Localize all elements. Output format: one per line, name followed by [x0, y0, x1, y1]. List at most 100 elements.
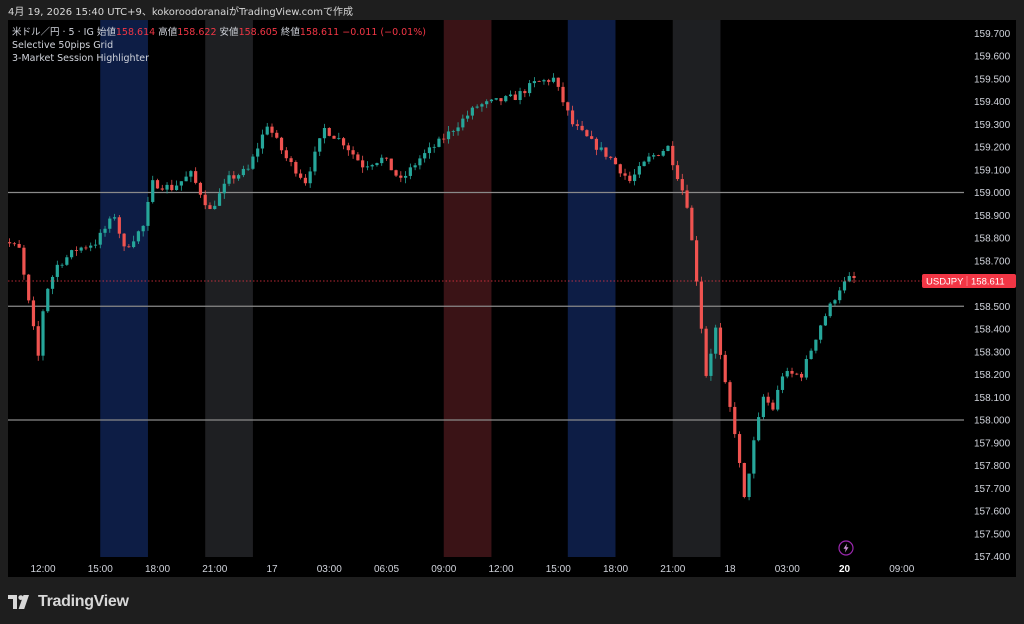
- candlestick-series: [0, 73, 856, 501]
- candle: [184, 171, 188, 182]
- candle: [117, 215, 121, 239]
- candle: [656, 154, 661, 157]
- candle: [174, 180, 179, 191]
- candle: [418, 155, 422, 170]
- candle: [384, 157, 389, 161]
- candle: [361, 155, 365, 173]
- candle: [566, 101, 570, 116]
- session-highlights: [100, 20, 721, 557]
- candle: [222, 178, 226, 199]
- symbol-description[interactable]: 米ドル／円 · 5 · IG: [12, 27, 94, 38]
- candle: [93, 239, 98, 249]
- y-tick-label: 157.600: [974, 507, 1011, 518]
- candle: [699, 276, 703, 334]
- candle: [132, 235, 136, 249]
- candle: [613, 156, 618, 165]
- candle: [208, 202, 212, 210]
- candle: [723, 350, 727, 384]
- candle: [103, 225, 107, 237]
- candle: [399, 171, 403, 183]
- x-tick-label: 17: [266, 564, 278, 575]
- x-tick-label: 21:00: [660, 564, 685, 575]
- candle: [284, 147, 288, 162]
- candle: [528, 79, 532, 97]
- candle: [146, 196, 150, 231]
- candle: [194, 167, 198, 185]
- x-tick-label: 03:00: [317, 564, 342, 575]
- candle: [74, 246, 78, 256]
- candle: [690, 205, 694, 241]
- candle: [819, 324, 823, 344]
- candle: [675, 160, 680, 181]
- candle: [547, 78, 551, 86]
- candle: [165, 182, 169, 194]
- x-tick-label: 18:00: [145, 564, 170, 575]
- chart-legend: 米ドル／円 · 5 · IG 始値158.614 高値158.622 安値158…: [12, 26, 426, 65]
- candle: [709, 348, 713, 381]
- candle: [556, 77, 560, 91]
- candle: [36, 321, 40, 361]
- replay-lightning-icon[interactable]: [838, 540, 854, 556]
- candle: [446, 126, 451, 144]
- candle: [60, 263, 64, 269]
- candle: [761, 394, 765, 420]
- candle: [112, 213, 117, 221]
- x-tick-label: 15:00: [88, 564, 113, 575]
- candle: [814, 339, 818, 354]
- candle: [771, 399, 775, 411]
- candle: [22, 245, 26, 280]
- candle: [27, 273, 31, 304]
- y-tick-label: 159.000: [974, 188, 1011, 199]
- candle: [327, 127, 331, 137]
- candle: [375, 162, 379, 167]
- candle: [84, 245, 88, 251]
- candle: [852, 271, 856, 284]
- candle: [714, 324, 718, 359]
- chart-header: 4月 19, 2026 15:40 UTC+9、kokoroodoranaiがT…: [8, 7, 354, 18]
- candle: [394, 169, 398, 177]
- candle: [518, 87, 522, 105]
- candle: [838, 286, 842, 304]
- candle: [575, 119, 579, 131]
- candle: [170, 179, 174, 192]
- candle: [652, 152, 656, 160]
- candle: [17, 240, 21, 249]
- x-tick-label: 09:00: [889, 564, 914, 575]
- candle: [647, 152, 651, 165]
- price-tag-box: [922, 273, 1016, 288]
- y-tick-label: 158.400: [974, 325, 1011, 336]
- candle: [427, 142, 432, 159]
- candle: [823, 313, 828, 327]
- time-axis: 12:00 15:00 18:00 21:00 17 03:00 06:05 09:00 12:…: [30, 564, 914, 575]
- low-value: 158.605: [238, 27, 278, 38]
- candle: [795, 372, 799, 376]
- y-tick-label: 158.300: [974, 347, 1011, 358]
- y-tick-label: 157.900: [974, 438, 1011, 449]
- candle: [637, 162, 641, 178]
- chart-panel[interactable]: [8, 20, 1016, 577]
- candle: [55, 260, 59, 282]
- ohlc-legend-row[interactable]: 米ドル／円 · 5 · IG 始値158.614 高値158.622 安値158…: [12, 26, 426, 39]
- y-tick-label: 158.000: [974, 416, 1011, 427]
- candle: [718, 322, 723, 360]
- candle: [599, 142, 603, 152]
- candle: [0, 236, 2, 254]
- price-axis: 159.700 159.600 159.500 159.400 159.300 159.2…: [974, 29, 1011, 563]
- y-tick-label: 158.800: [974, 234, 1011, 245]
- indicator-session-highlighter[interactable]: 3-Market Session Highlighter: [12, 53, 150, 64]
- candle: [766, 392, 770, 406]
- indicator-selective-grid[interactable]: Selective 50pips Grid: [12, 40, 114, 51]
- candle: [642, 160, 646, 167]
- x-tick-label: 15:00: [546, 564, 571, 575]
- candle: [666, 145, 670, 152]
- candle: [89, 242, 93, 252]
- candle: [127, 244, 131, 248]
- candle: [136, 230, 141, 244]
- candle: [270, 123, 274, 138]
- price-tag-symbol: USDJPY: [926, 276, 964, 287]
- candle: [432, 144, 436, 153]
- y-tick-label: 158.200: [974, 370, 1011, 381]
- candle: [423, 149, 427, 163]
- candle: [480, 102, 484, 112]
